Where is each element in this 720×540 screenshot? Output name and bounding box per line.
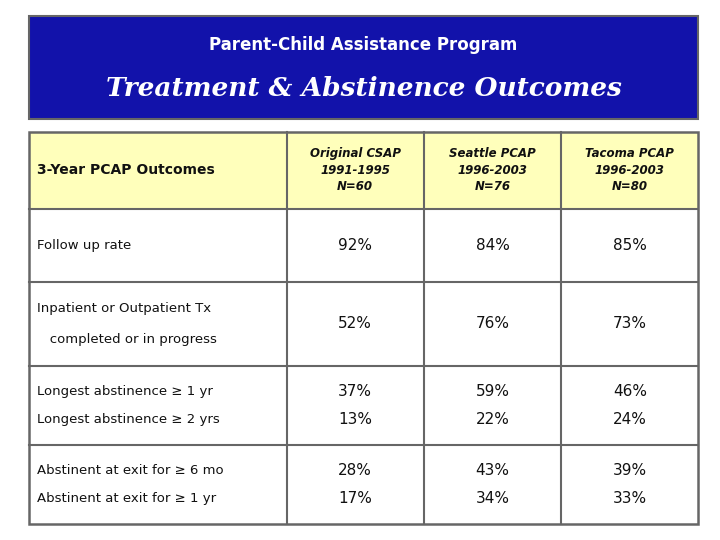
Bar	[29, 445, 698, 524]
Text: 76%: 76%	[475, 316, 510, 332]
Text: 46%: 46%	[613, 384, 647, 399]
Text: 22%: 22%	[476, 413, 510, 427]
Text: Treatment & Abstinence Outcomes: Treatment & Abstinence Outcomes	[106, 76, 621, 100]
Text: Tacoma PCAP
1996-2003
N=80: Tacoma PCAP 1996-2003 N=80	[585, 147, 674, 193]
Text: 59%: 59%	[475, 384, 510, 399]
Text: 33%: 33%	[613, 491, 647, 506]
Text: Longest abstinence ≥ 2 yrs: Longest abstinence ≥ 2 yrs	[37, 413, 220, 426]
Text: 3-Year PCAP Outcomes: 3-Year PCAP Outcomes	[37, 164, 215, 178]
Text: 28%: 28%	[338, 463, 372, 478]
Text: 85%: 85%	[613, 238, 647, 253]
Text: Parent-Child Assistance Program: Parent-Child Assistance Program	[210, 36, 518, 54]
Text: 39%: 39%	[613, 463, 647, 478]
Bar	[29, 208, 698, 281]
Text: 92%: 92%	[338, 238, 372, 253]
Text: Original CSAP
1991-1995
N=60: Original CSAP 1991-1995 N=60	[310, 147, 401, 193]
Text: 43%: 43%	[475, 463, 510, 478]
Text: 24%: 24%	[613, 413, 647, 427]
Text: completed or in progress: completed or in progress	[37, 333, 217, 346]
Text: 34%: 34%	[475, 491, 510, 506]
Bar	[29, 281, 698, 366]
Text: Inpatient or Outpatient Tx: Inpatient or Outpatient Tx	[37, 302, 212, 315]
Text: 13%: 13%	[338, 413, 372, 427]
Text: Follow up rate: Follow up rate	[37, 239, 132, 252]
Text: 73%: 73%	[613, 316, 647, 332]
Bar	[29, 132, 698, 208]
Bar	[29, 366, 698, 445]
Text: 37%: 37%	[338, 384, 372, 399]
Text: Abstinent at exit for ≥ 1 yr: Abstinent at exit for ≥ 1 yr	[37, 492, 217, 505]
Text: 52%: 52%	[338, 316, 372, 332]
Text: 17%: 17%	[338, 491, 372, 506]
Text: Longest abstinence ≥ 1 yr: Longest abstinence ≥ 1 yr	[37, 385, 213, 398]
Bar	[29, 16, 698, 119]
Text: Abstinent at exit for ≥ 6 mo: Abstinent at exit for ≥ 6 mo	[37, 464, 224, 477]
Text: Seattle PCAP
1996-2003
N=76: Seattle PCAP 1996-2003 N=76	[449, 147, 536, 193]
Bar	[29, 132, 698, 524]
Text: 84%: 84%	[476, 238, 510, 253]
